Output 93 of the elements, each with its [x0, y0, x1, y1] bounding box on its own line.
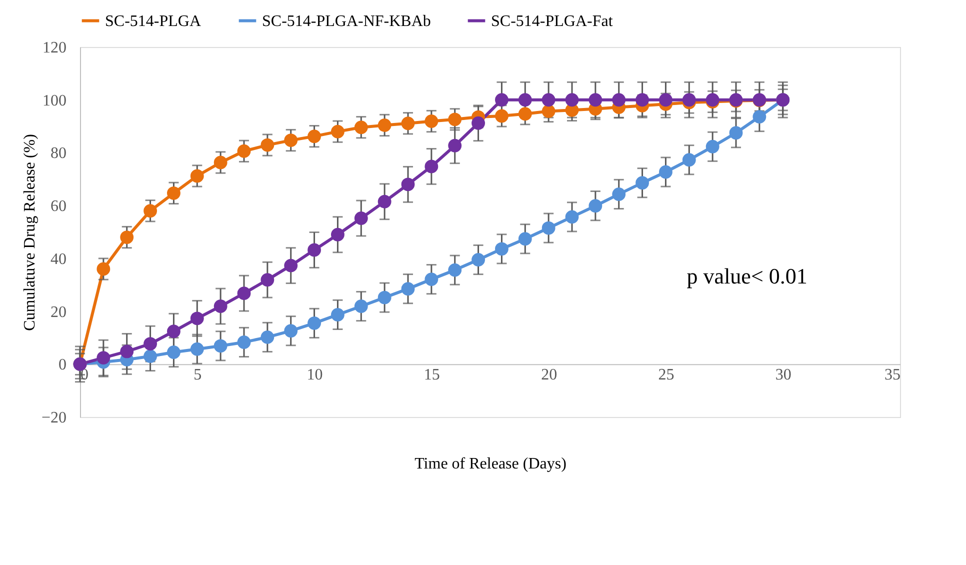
point	[612, 188, 626, 201]
point	[612, 93, 626, 107]
y-tick-label: −20	[41, 410, 66, 426]
point	[331, 228, 344, 242]
point	[636, 176, 649, 190]
y-tick-label: 20	[50, 304, 66, 321]
x-tick-label: 35	[884, 366, 900, 384]
legend-label: SC-514-PLGA	[105, 12, 202, 30]
x-tick-label: 15	[424, 366, 440, 384]
x-tick-label: 30	[775, 366, 792, 384]
y-tick-label: 80	[50, 145, 66, 162]
x-tick-label: 5	[194, 366, 202, 384]
point	[378, 290, 392, 304]
point	[237, 144, 251, 158]
point	[542, 93, 556, 107]
point	[424, 160, 438, 174]
point	[260, 138, 274, 152]
point	[354, 212, 368, 225]
point	[284, 324, 298, 338]
y-tick-label: 40	[50, 250, 66, 268]
legend-label: SC-514-PLGA-Fat	[491, 12, 614, 30]
point	[284, 258, 298, 272]
point	[214, 156, 228, 170]
point	[237, 336, 251, 349]
point	[167, 186, 180, 200]
point	[190, 312, 204, 326]
y-tick-label: 120	[42, 40, 66, 56]
point	[167, 324, 180, 338]
point	[682, 93, 696, 107]
point	[542, 104, 556, 118]
legend-label: SC-514-PLGA-NF-KBAb	[262, 12, 431, 30]
point	[308, 243, 321, 257]
x-tick-label: 10	[306, 366, 323, 384]
point	[518, 107, 532, 121]
point	[729, 126, 743, 140]
point	[214, 300, 228, 313]
y-tick-label: 100	[42, 92, 66, 110]
point	[401, 282, 415, 296]
x-axis-title: Time of Release (Days)	[414, 456, 566, 472]
point	[495, 242, 508, 256]
point	[448, 263, 462, 277]
y-axis-title: Cumulatuve Drug Release (%)	[21, 134, 38, 331]
point	[448, 112, 462, 126]
annotation: p value< 0.01	[686, 263, 808, 288]
point	[495, 93, 508, 107]
x-tick-label: 20	[541, 366, 558, 384]
point	[448, 138, 462, 152]
point	[308, 130, 321, 144]
point	[518, 232, 532, 246]
x-tick-label: 0	[80, 366, 88, 384]
point	[96, 262, 110, 276]
point	[424, 272, 438, 286]
point	[659, 165, 672, 179]
point	[96, 351, 110, 364]
point	[472, 253, 485, 266]
point	[424, 114, 438, 128]
point	[565, 210, 579, 224]
point	[190, 342, 204, 356]
point	[588, 199, 602, 213]
x-tick-label: 25	[658, 366, 674, 384]
point	[378, 118, 392, 132]
point	[588, 93, 602, 107]
point	[260, 330, 274, 344]
point	[260, 273, 274, 287]
point	[354, 120, 368, 134]
point	[752, 110, 766, 124]
point	[682, 153, 696, 167]
point	[120, 230, 134, 244]
point	[190, 169, 204, 183]
point	[495, 109, 508, 123]
point	[354, 300, 368, 313]
point	[144, 350, 157, 363]
point	[518, 93, 532, 107]
point	[401, 116, 415, 130]
point	[565, 93, 579, 107]
point	[144, 204, 157, 218]
point	[237, 286, 251, 300]
point	[120, 344, 134, 358]
y-tick-label: 60	[50, 198, 66, 216]
point	[167, 346, 180, 359]
point	[214, 339, 228, 353]
point	[144, 337, 157, 350]
point	[706, 140, 720, 154]
point	[542, 221, 556, 235]
point	[659, 93, 672, 107]
point	[331, 124, 344, 138]
point	[636, 93, 649, 107]
point	[331, 308, 344, 322]
point	[378, 194, 392, 208]
point	[284, 134, 298, 147]
point	[472, 116, 485, 130]
point	[308, 316, 321, 330]
point	[401, 178, 415, 192]
